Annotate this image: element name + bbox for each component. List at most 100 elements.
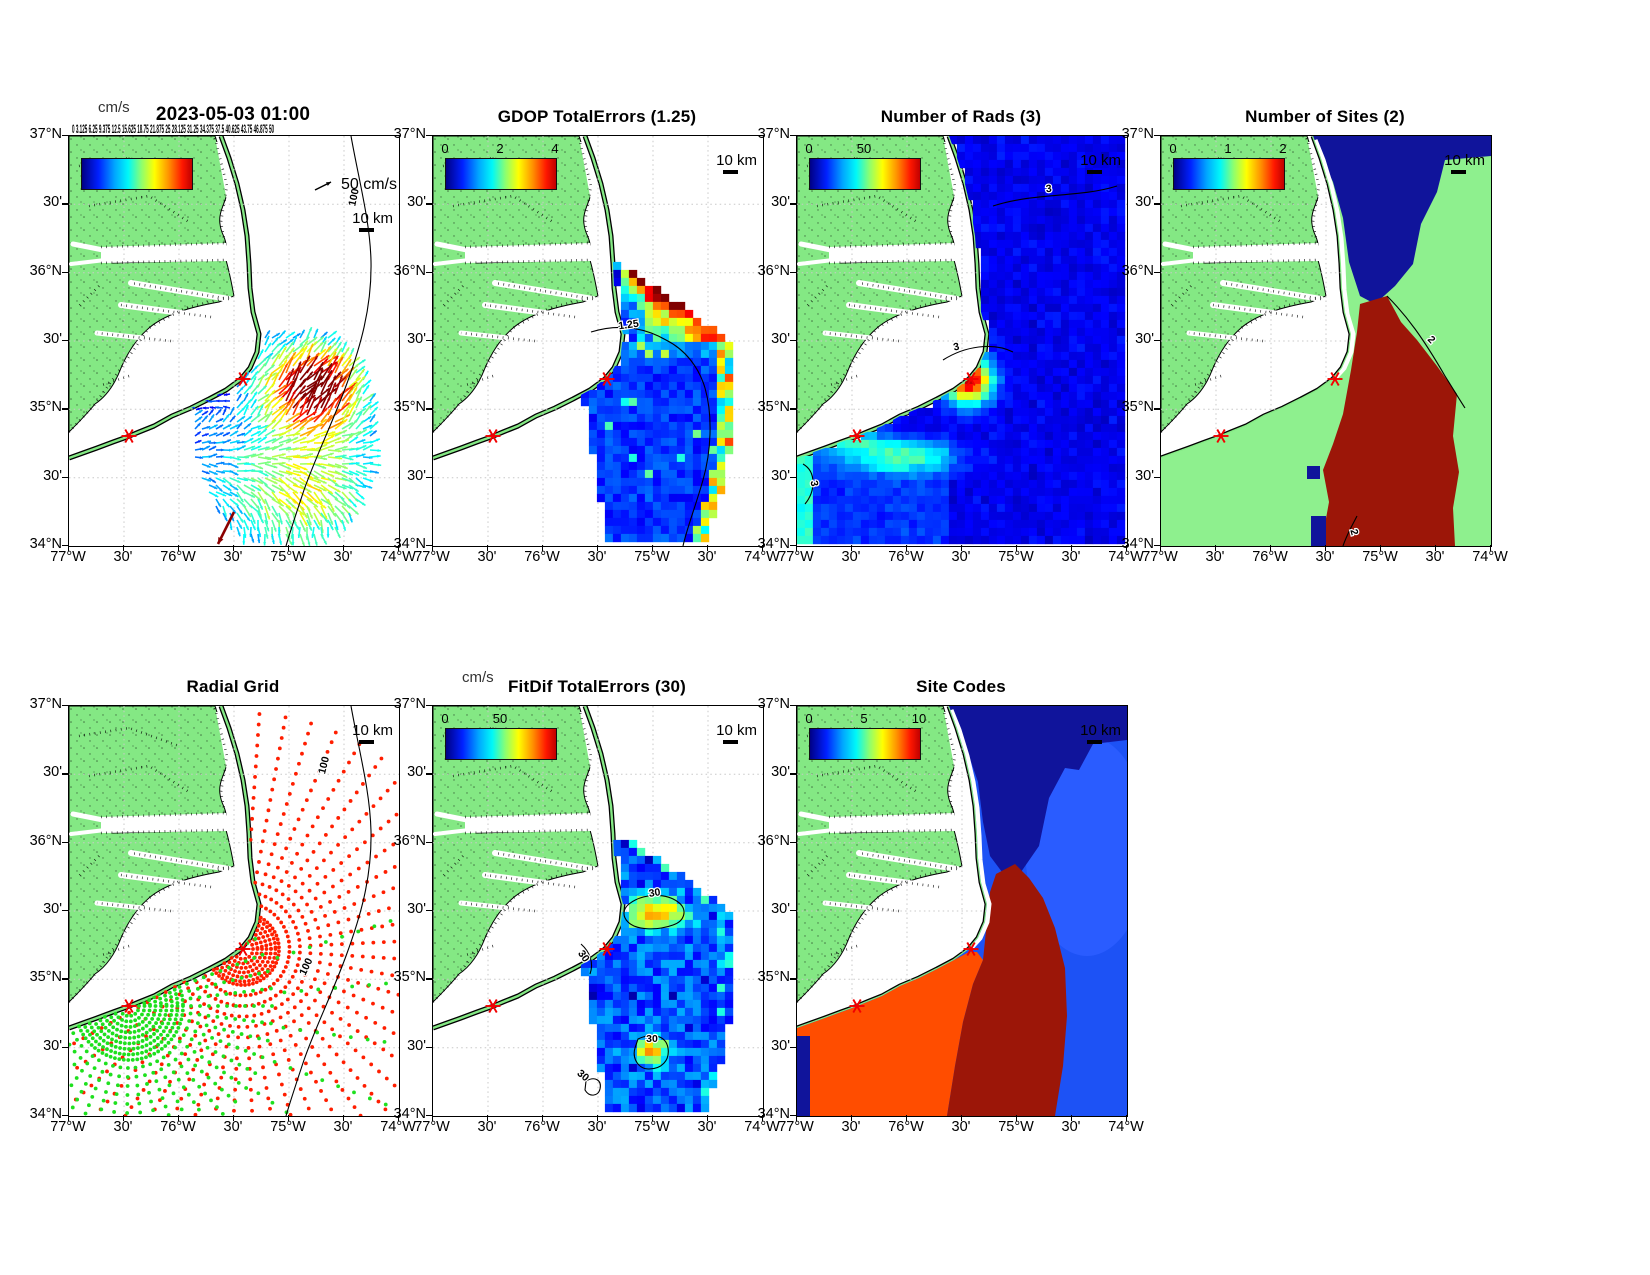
map-scale-bar: 10 km bbox=[1080, 152, 1121, 174]
colorbar-tick-label: 0 bbox=[1169, 141, 1177, 156]
lat-tick-label: 30' bbox=[1135, 467, 1154, 484]
contour-label: 1.25 bbox=[618, 318, 640, 333]
lon-tick-mark bbox=[762, 1115, 764, 1121]
map-plot-area: 0 5 10 10 km bbox=[796, 705, 1128, 1117]
lon-tick-mark bbox=[1435, 545, 1437, 551]
contour-label: 3 bbox=[1045, 183, 1052, 195]
lat-tick-mark bbox=[426, 705, 432, 707]
lat-tick-label: 30' bbox=[407, 1037, 426, 1054]
contour-label: 100 bbox=[316, 755, 332, 775]
lat-tick-mark bbox=[790, 545, 796, 547]
lat-tick-mark bbox=[790, 476, 796, 479]
lat-tick-mark bbox=[426, 135, 432, 137]
lon-tick-label: 30' bbox=[841, 549, 861, 565]
lon-tick-label: 76°W bbox=[888, 549, 924, 565]
lat-tick-mark bbox=[790, 978, 796, 980]
colorbar-tick-label: 0 bbox=[805, 711, 813, 726]
lon-tick-mark bbox=[487, 1115, 489, 1121]
colorbar-tick-label: 5 bbox=[860, 711, 868, 726]
lon-tick-mark bbox=[233, 1115, 235, 1121]
lon-tick-mark bbox=[542, 545, 544, 551]
lat-tick-label: 30' bbox=[771, 901, 790, 917]
lat-tick-label: 30' bbox=[771, 194, 790, 211]
lat-tick-label: 30' bbox=[43, 1037, 62, 1054]
lon-tick-mark bbox=[432, 1115, 434, 1121]
lat-tick-mark bbox=[790, 1115, 796, 1117]
lon-tick-mark bbox=[288, 1115, 290, 1121]
lon-tick-label: 30' bbox=[333, 549, 353, 565]
lat-tick-mark bbox=[62, 705, 68, 707]
lat-tick-mark bbox=[62, 773, 68, 775]
lat-tick-mark bbox=[790, 408, 796, 410]
lon-tick-mark bbox=[796, 1115, 798, 1121]
colorbar-unit-label: cm/s bbox=[98, 99, 130, 116]
lat-tick-label: 35°N bbox=[393, 399, 426, 416]
panel-title: Radial Grid bbox=[186, 677, 280, 696]
lat-tick-mark bbox=[426, 340, 432, 342]
lon-tick-mark bbox=[68, 1115, 70, 1121]
lon-tick-mark bbox=[1126, 545, 1128, 551]
lon-tick-mark bbox=[1160, 545, 1162, 551]
lon-tick-label: 30' bbox=[113, 549, 133, 565]
lon-tick-mark bbox=[343, 545, 345, 551]
panel-gdop-errors: GDOP TotalErrors (1.25) 1.25 0 2 4 10 km 3… bbox=[394, 107, 780, 565]
reference-vector-label: 50 cm/s bbox=[340, 176, 397, 193]
map-svg: 22 bbox=[1161, 136, 1491, 546]
panel-title: Number of Rads (3) bbox=[880, 107, 1042, 126]
lat-tick-label: 35°N bbox=[1121, 399, 1154, 416]
lat-tick-mark bbox=[426, 203, 432, 205]
colorbar-tick-label: 10 bbox=[911, 711, 927, 726]
lon-tick-mark bbox=[906, 1115, 908, 1121]
lon-tick-mark bbox=[487, 545, 489, 551]
lon-tick-mark bbox=[178, 545, 180, 551]
lat-tick-label: 36°N bbox=[393, 832, 426, 849]
lat-tick-label: 34°N bbox=[393, 536, 426, 552]
lat-tick-label: 30' bbox=[43, 194, 62, 211]
colorbar-tick-label: 2 bbox=[496, 141, 504, 156]
colorbar-ticks: 0 2 4 bbox=[441, 141, 558, 156]
lon-tick-label: 75°W bbox=[270, 1119, 306, 1135]
contour-label: 100 bbox=[346, 187, 361, 207]
lat-tick-label: 34°N bbox=[29, 536, 62, 552]
lat-tick-mark bbox=[426, 773, 432, 775]
lon-tick-mark bbox=[796, 545, 798, 551]
lon-tick-label: 30' bbox=[113, 1119, 133, 1135]
lat-tick-mark bbox=[790, 910, 796, 912]
map-plot-area: 100 100 10 km bbox=[68, 705, 400, 1117]
lat-tick-mark bbox=[426, 408, 432, 410]
panel-site-codes: Site Codes 0 5 10 10 km 37°N 77°W 30' 30' 36°N… bbox=[758, 677, 1144, 1135]
lon-tick-mark bbox=[178, 1115, 180, 1121]
lon-tick-mark bbox=[1215, 545, 1217, 551]
lon-tick-mark bbox=[398, 545, 400, 551]
lon-tick-mark bbox=[343, 1115, 345, 1121]
lat-tick-mark bbox=[1154, 545, 1160, 547]
panel-title: GDOP TotalErrors (1.25) bbox=[497, 107, 697, 126]
lat-tick-label: 36°N bbox=[29, 832, 62, 849]
lat-tick-label: 30' bbox=[43, 331, 62, 347]
map-plot-area: 100 0 3.125 6.25 9.375 12.5 15.625 18.75… bbox=[68, 124, 400, 547]
lon-tick-label: 30' bbox=[697, 549, 717, 565]
panel-radial-grid: Radial Grid 100 100 10 km 37°N 77°W 30' 30' 3… bbox=[30, 677, 416, 1135]
lat-tick-mark bbox=[426, 1115, 432, 1117]
map-svg bbox=[797, 706, 1127, 1116]
lat-tick-mark bbox=[1154, 135, 1160, 137]
lon-tick-label: 30' bbox=[333, 1119, 353, 1135]
lat-tick-label: 36°N bbox=[29, 262, 62, 279]
colorbar bbox=[1173, 158, 1285, 190]
lon-tick-label: 30' bbox=[1205, 549, 1225, 565]
lon-tick-label: 75°W bbox=[634, 1119, 670, 1135]
contour-label: 30 bbox=[575, 1067, 592, 1084]
colorbar-tick-label: 0 bbox=[441, 141, 449, 156]
scale-bar-line bbox=[1087, 170, 1103, 174]
lat-tick-mark bbox=[426, 910, 432, 912]
lon-tick-label: 30' bbox=[697, 1119, 717, 1135]
colorbar-ticks: 0 50 bbox=[805, 141, 919, 156]
lat-tick-label: 36°N bbox=[393, 262, 426, 279]
scale-bar-line bbox=[723, 740, 739, 744]
lon-tick-label: 74°W bbox=[1472, 549, 1508, 565]
lon-tick-label: 77°W bbox=[50, 1119, 86, 1135]
lat-tick-label: 35°N bbox=[29, 399, 62, 416]
lon-tick-mark bbox=[851, 545, 853, 551]
lon-tick-mark bbox=[1325, 545, 1327, 551]
